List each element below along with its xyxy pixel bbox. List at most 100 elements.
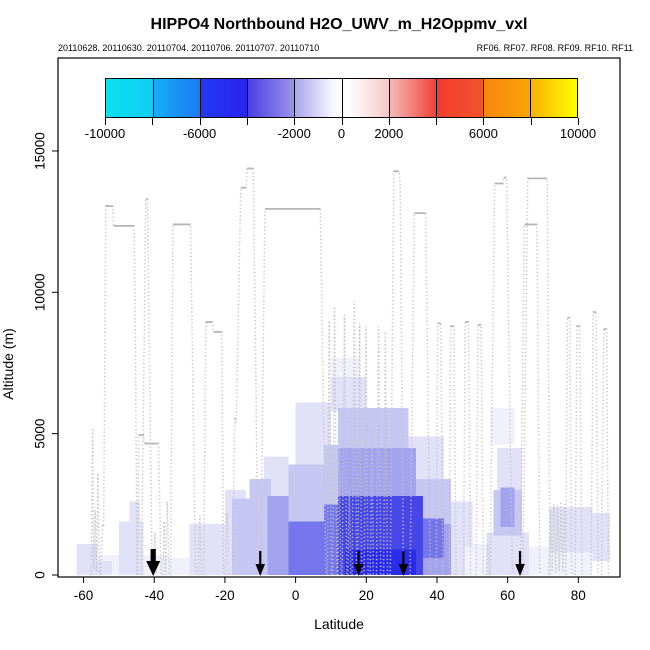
waypoint-arrow <box>353 551 364 576</box>
heatmap-cell-block <box>338 447 416 496</box>
flight-track-profile <box>337 447 342 576</box>
colorbar-divider <box>200 79 202 117</box>
x-tick-label: 20 <box>359 588 374 603</box>
x-axis-label: Latitude <box>314 616 364 632</box>
colorbar-tick <box>199 118 201 125</box>
y-axis: 0 5000 10000 15000 <box>33 132 58 579</box>
flight-track-profile <box>462 321 472 576</box>
colorbar-legend <box>105 78 578 118</box>
colorbar-tick <box>578 118 579 125</box>
x-tick-label: 0 <box>292 588 300 603</box>
waypoint-arrows <box>146 549 525 576</box>
heatmap-cell-block <box>76 543 98 575</box>
heatmap-cell-block <box>249 478 271 553</box>
colorbar-tick <box>436 118 438 125</box>
colorbar-tick-label: -2000 <box>277 126 311 141</box>
heatmap-cell-block <box>550 552 593 575</box>
heatmap-cell-block <box>129 501 141 575</box>
flight-track-profile <box>369 427 375 576</box>
heatmap-cell-block <box>288 464 324 525</box>
colorbar-tick <box>341 118 343 125</box>
y-tick-label: 10000 <box>33 274 48 312</box>
colorbar-tick-label: -6000 <box>182 126 217 141</box>
colorbar-labels: -10000 -6000 -2000 0 2000 6000 10000 <box>85 126 596 142</box>
flight-track-profile <box>140 198 153 576</box>
colorbar-tick-label: 0 <box>337 126 346 141</box>
colorbar-divider <box>388 79 390 117</box>
flight-track-profile <box>224 512 230 576</box>
colorbar-ticks <box>105 118 579 126</box>
y-tick-label: 0 <box>33 571 48 579</box>
colorbar-divider <box>529 79 531 117</box>
heatmap-cell-block <box>489 408 515 445</box>
colorbar-tick-label: -10000 <box>84 126 126 141</box>
flight-track-profile <box>357 323 363 576</box>
flight-track-profile <box>136 434 162 576</box>
waypoint-arrow <box>255 551 266 576</box>
x-tick-label: 40 <box>429 588 444 603</box>
colorbar-tick-label: 6000 <box>468 126 498 141</box>
waypoint-arrow <box>398 551 409 576</box>
x-axis: -60 -40 -20 0 20 40 60 80 <box>74 577 586 603</box>
y-tick-label: 5000 <box>33 419 48 449</box>
colorbar-divider <box>482 79 484 117</box>
heatmap-cell-block <box>267 495 289 575</box>
x-tick-label: -20 <box>215 588 235 603</box>
subtitle-flight-dates: 20110628. 20110630. 20110704. 20110706. … <box>58 43 320 53</box>
heatmap-cell-block <box>323 504 339 575</box>
heatmap-cell-block <box>497 447 522 494</box>
chart-title: HIPPO4 Northbound H2O_UWV_m_H2Oppmv_vxl <box>150 16 528 33</box>
colorbar-tick <box>152 118 154 125</box>
heatmap-cell-block <box>500 487 515 527</box>
colorbar-tick-label: 2000 <box>374 126 404 141</box>
colorbar-divider <box>247 79 249 117</box>
flight-track-profile <box>197 515 203 576</box>
heatmap-cell-block <box>288 521 324 575</box>
flight-track-profile <box>363 326 369 576</box>
heatmap-cell-block <box>550 507 593 553</box>
x-tick-label: 60 <box>500 588 515 603</box>
colorbar-tick <box>388 118 390 125</box>
flight-track-profile <box>331 306 338 576</box>
colorbar-tick <box>246 118 248 125</box>
flight-track-profile <box>389 170 405 576</box>
flight-track-profile <box>351 300 358 576</box>
flight-track-profile <box>99 205 138 576</box>
heatmap-cell-block <box>422 518 445 559</box>
x-tick-label: 80 <box>571 588 586 603</box>
x-tick-label: -40 <box>144 588 164 603</box>
x-tick-label: -60 <box>74 588 94 603</box>
waypoint-arrow-bold <box>146 549 161 576</box>
flight-track-profile <box>375 326 382 576</box>
colorbar-divider <box>435 79 437 117</box>
flight-plateau-layer <box>105 167 607 445</box>
colorbar-tick <box>294 118 296 125</box>
plot-box <box>57 57 621 578</box>
flight-track-profile <box>169 223 197 576</box>
y-tick-label: 15000 <box>33 132 48 170</box>
subtitle-flight-numbers: RF06. RF07. RF08. RF09. RF10. RF11 <box>476 43 633 53</box>
flight-track-profile <box>152 532 158 576</box>
colorbar-tick <box>483 118 485 125</box>
flight-track-profile <box>341 314 348 576</box>
waypoint-arrow <box>515 551 525 576</box>
flight-track-profile <box>522 177 551 576</box>
colorbar-divider <box>153 79 155 117</box>
heatmap-cell-block <box>94 560 112 575</box>
colorbar-divider <box>341 79 343 117</box>
y-axis-label: Altitude (m) <box>0 328 16 400</box>
flight-track-profile <box>600 328 610 576</box>
colorbar-tick <box>530 118 532 125</box>
flight-track-profile <box>485 543 491 576</box>
flight-track-profile <box>435 322 444 576</box>
heatmap-cell-block <box>338 408 409 448</box>
flight-track-profile <box>161 501 170 576</box>
heatmap-cell-block <box>330 357 360 378</box>
colorbar-divider <box>294 79 296 117</box>
flight-track-profile <box>347 490 352 576</box>
colorbar-tick-label: 10000 <box>559 126 597 141</box>
colorbar-tick <box>105 118 106 125</box>
heatmap-cell-block <box>451 546 466 575</box>
